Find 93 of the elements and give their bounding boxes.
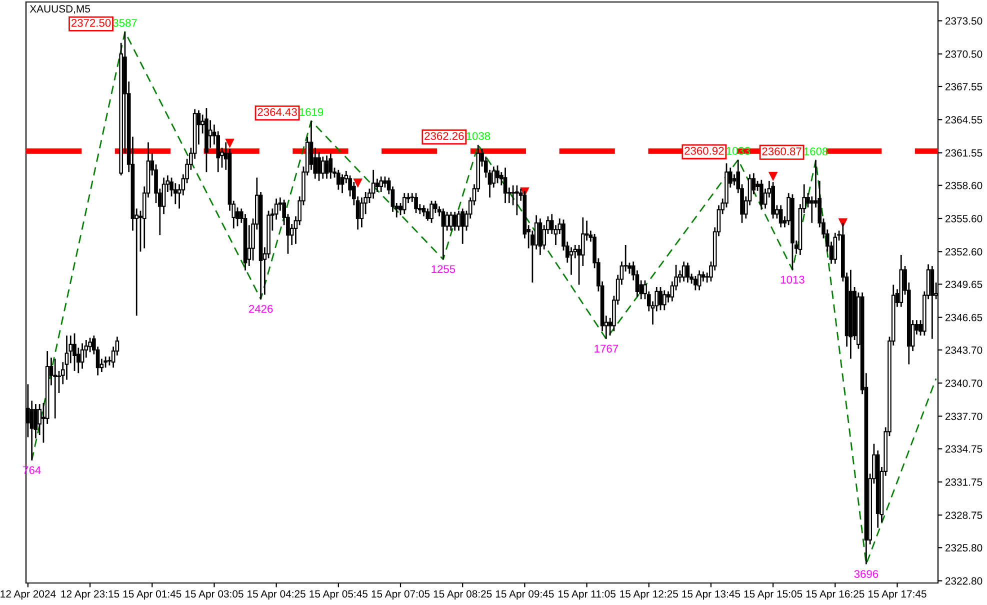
annotation: 2360.92 [684, 146, 724, 155]
x-tick-label: 15 Apr 11:05 [558, 590, 616, 600]
candlestick [379, 176, 384, 193]
x-tick-label: 15 Apr 01:45 [123, 590, 182, 600]
candlestick [441, 208, 446, 260]
candlestick [445, 211, 449, 232]
y-tick-label: 2364.55 [945, 116, 982, 124]
candlestick [511, 184, 515, 206]
candlestick [686, 262, 690, 284]
y-tick-label: 2337.70 [945, 412, 982, 420]
candlestick [426, 208, 430, 222]
y-tick-label: 2370.50 [945, 50, 982, 58]
candlestick [456, 210, 461, 232]
candlestick [430, 200, 434, 224]
y-tick-label: 2340.70 [945, 380, 982, 387]
candlestick [383, 176, 387, 188]
candlestick [503, 166, 508, 204]
x-tick-label: 15 Apr 13:45 [682, 590, 740, 600]
chart-title: XAUUSD,M5 [30, 5, 90, 14]
candlestick [778, 204, 783, 228]
candlestick [64, 334, 69, 380]
candlestick [317, 152, 321, 182]
x-tick-label: 12 Apr 2024 [0, 590, 56, 600]
candlestick [336, 169, 340, 190]
x-tick-label: 15 Apr 17:45 [868, 590, 926, 600]
x-tick-label: 15 Apr 04:25 [248, 590, 306, 600]
candlestick [328, 152, 333, 180]
candlestick [104, 356, 108, 368]
annotation: 1767 [594, 344, 618, 353]
x-tick-label: 15 Apr 12:25 [620, 590, 678, 600]
candlestick [460, 208, 465, 245]
candlestick [701, 270, 706, 282]
candlestick [80, 342, 84, 370]
annotation: 2372.50 [71, 18, 111, 27]
x-tick-label: 12 Apr 23:15 [61, 590, 120, 600]
candlestick [569, 246, 574, 276]
y-tick-label: 2322.80 [945, 577, 982, 585]
x-tick-label: 15 Apr 15:05 [744, 590, 802, 600]
candlestick [732, 174, 736, 186]
candlestick [682, 260, 686, 282]
y-tick-label: 2334.75 [945, 445, 982, 453]
x-tick-label: 15 Apr 07:05 [372, 590, 430, 600]
y-tick-label: 2358.60 [945, 182, 982, 190]
candlestick [375, 178, 380, 193]
y-tick-label: 2328.75 [945, 512, 982, 519]
point [768, 172, 778, 182]
candlestick [697, 270, 702, 291]
annotation: 2360.87 [762, 147, 802, 156]
y-tick-label: 2373.50 [945, 17, 982, 25]
candlestick [662, 290, 666, 311]
annotation: 2362.26 [424, 132, 464, 140]
candlestick [449, 211, 453, 232]
candlestick [496, 164, 500, 184]
point [353, 178, 362, 188]
annotation: 1255 [432, 265, 456, 274]
x-tick-label: 15 Apr 09:45 [496, 590, 554, 600]
candlestick [340, 174, 344, 194]
candlestick [53, 358, 58, 420]
annotation: 1038 [466, 132, 490, 140]
point [225, 138, 234, 148]
candlestick [422, 204, 426, 217]
y-tick-label: 2352.60 [945, 248, 982, 256]
y-tick-label: 2346.65 [945, 314, 982, 322]
annotation: 2426 [248, 304, 273, 313]
x-tick-label: 15 Apr 16:25 [806, 590, 864, 600]
candlestick [371, 169, 376, 200]
y-tick-label: 2349.65 [945, 280, 982, 288]
x-tick-label: 15 Apr 03:05 [185, 590, 244, 600]
annotation: 1619 [300, 108, 324, 116]
candlestick [72, 332, 76, 372]
x-tick-label: 15 Apr 05:45 [310, 590, 368, 600]
annotation: 3696 [854, 570, 878, 578]
y-tick-label: 2331.75 [945, 478, 982, 486]
candlestick [760, 179, 764, 210]
annotation: 1013 [780, 276, 804, 284]
candlestick [833, 232, 838, 264]
candlestick [515, 184, 519, 216]
y-tick-label: 2367.55 [945, 83, 982, 90]
candlestick [324, 154, 329, 180]
y-tick-label: 2325.80 [945, 544, 982, 552]
candlestick [538, 218, 542, 256]
candlestick [452, 211, 457, 232]
candlestick [402, 192, 406, 215]
annotation: 2364.43 [258, 108, 297, 116]
candlestick [414, 192, 418, 214]
candlestick [694, 275, 698, 291]
x-tick-label: 15 Apr 08:25 [434, 590, 492, 600]
y-tick-label: 2361.55 [945, 149, 982, 157]
candlestick [658, 286, 662, 311]
candlestick [810, 196, 814, 224]
y-tick-label: 2343.70 [945, 346, 982, 354]
y-tick-label: 2355.60 [945, 214, 982, 222]
candlestick [320, 156, 325, 180]
